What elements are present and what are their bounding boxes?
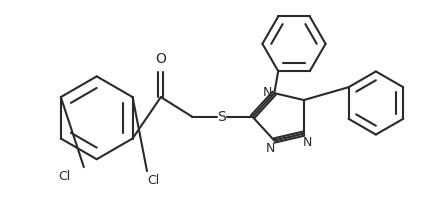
Text: Cl: Cl <box>147 174 159 187</box>
Text: Cl: Cl <box>58 170 70 183</box>
Text: S: S <box>217 110 226 124</box>
Text: O: O <box>156 52 166 66</box>
Text: N: N <box>266 143 275 156</box>
Text: N: N <box>263 86 272 99</box>
Text: N: N <box>303 136 312 149</box>
